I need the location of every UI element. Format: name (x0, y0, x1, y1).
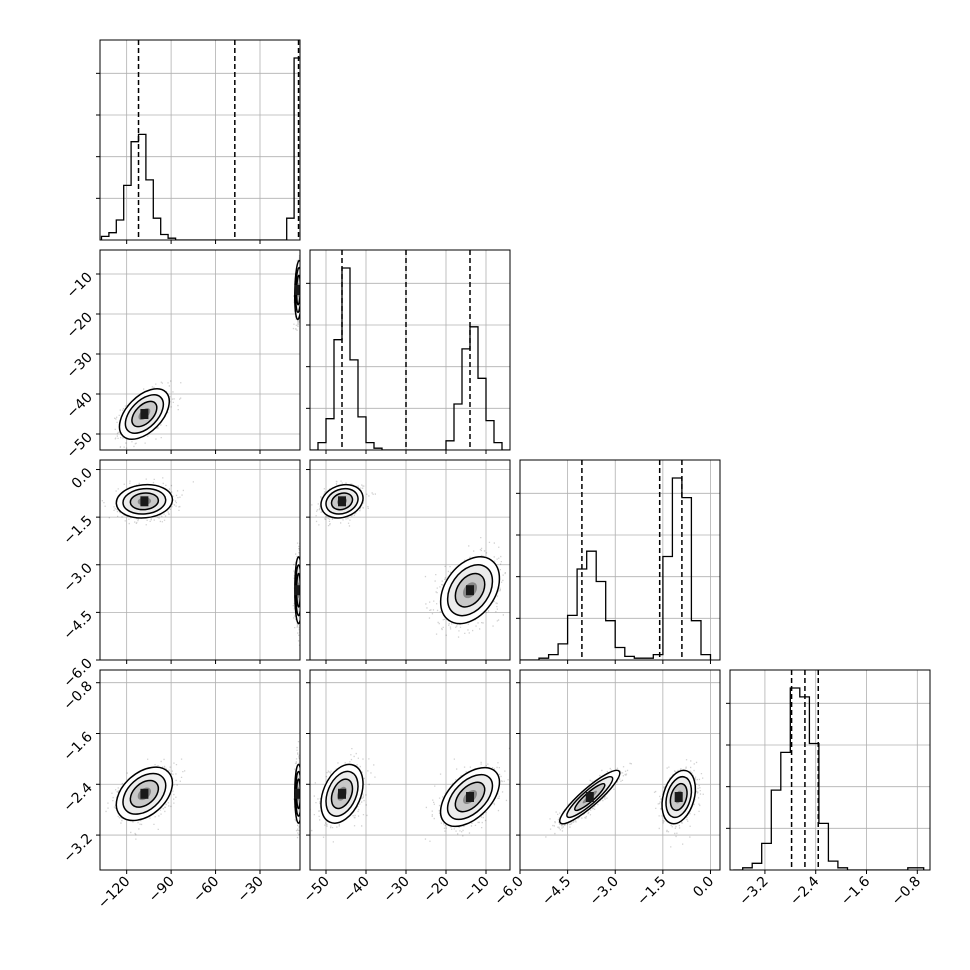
x-tick-label: −3.2 (736, 874, 771, 909)
scatter-content (100, 670, 300, 870)
panel-frame (309, 669, 511, 871)
scatter-panel-3-4 (519, 669, 721, 871)
histogram-panel-4 (726, 669, 931, 871)
density-peak (466, 585, 474, 596)
x-tick-label: −30 (381, 874, 413, 906)
y-tick-label: 0.0 (69, 465, 96, 492)
histogram-panel-3 (516, 459, 721, 661)
histogram-bars (520, 477, 712, 660)
y-tick-label: −1.5 (60, 513, 95, 548)
x-tick-label: −1.5 (634, 874, 669, 909)
panel-frame (729, 669, 931, 871)
x-tick-label: −2.4 (787, 873, 822, 908)
y-tick-label: −2.4 (60, 780, 95, 815)
y-tick-label: −30 (64, 350, 96, 382)
scatter-content (520, 670, 720, 870)
x-tick-label: −50 (301, 874, 333, 906)
y-tick-label: −40 (64, 390, 96, 422)
x-tick-label: −120 (95, 874, 134, 913)
panel-frame (99, 249, 301, 451)
histogram-bars (100, 57, 300, 240)
y-tick-label: −10 (64, 270, 96, 302)
density-peak (294, 788, 300, 799)
x-tick-label: −0.8 (889, 874, 924, 909)
scatter-panel-1-3 (99, 459, 301, 661)
histogram-bars (310, 267, 510, 450)
x-tick-label: −6.0 (491, 874, 526, 909)
histogram-bars (733, 687, 925, 870)
panel-frame (99, 669, 301, 871)
scatter-content (310, 460, 510, 660)
scatter-content (310, 670, 510, 870)
x-tick-label: −30 (235, 874, 267, 906)
density-peak (294, 585, 300, 596)
y-tick-label: −3.2 (60, 831, 95, 866)
density-peak (466, 792, 474, 802)
x-tick-label: −60 (190, 874, 222, 906)
density-peak (338, 788, 346, 799)
scatter-panel-2-4 (309, 669, 511, 871)
y-tick-label: −20 (64, 310, 96, 342)
scatter-panel-1-4 (99, 669, 301, 871)
histogram-panel-2 (306, 249, 511, 451)
panel-frame (519, 669, 721, 871)
x-tick-label: −3.0 (587, 874, 622, 909)
density-peak (140, 496, 149, 507)
panel-frame (519, 459, 721, 661)
x-tick-label: −90 (146, 874, 178, 906)
scatter-content (100, 250, 300, 450)
panel-frame (99, 459, 301, 661)
density-peak (294, 285, 300, 295)
x-tick-label: −10 (461, 874, 493, 906)
panel-frame (309, 249, 511, 451)
density-peak (338, 496, 346, 507)
y-tick-label: −3.0 (60, 560, 95, 595)
panel-frame (99, 39, 301, 241)
density-peak (585, 792, 594, 802)
density-peak (140, 409, 149, 419)
x-tick-label: −20 (421, 874, 453, 906)
y-tick-label: −4.5 (60, 608, 95, 643)
x-tick-label: −4.5 (539, 874, 574, 909)
density-peak (674, 792, 683, 802)
x-tick-label: −40 (341, 874, 373, 906)
panel-frame (309, 459, 511, 661)
scatter-panel-1-2 (99, 249, 301, 451)
x-tick-label: 0.0 (690, 874, 717, 901)
y-tick-label: −1.6 (60, 729, 95, 764)
scatter-content (100, 460, 300, 660)
y-tick-label: −50 (64, 430, 96, 462)
x-tick-label: −1.6 (838, 873, 873, 908)
density-peak (140, 788, 149, 799)
histogram-panel-1 (96, 39, 301, 241)
scatter-panel-2-3 (309, 459, 511, 661)
